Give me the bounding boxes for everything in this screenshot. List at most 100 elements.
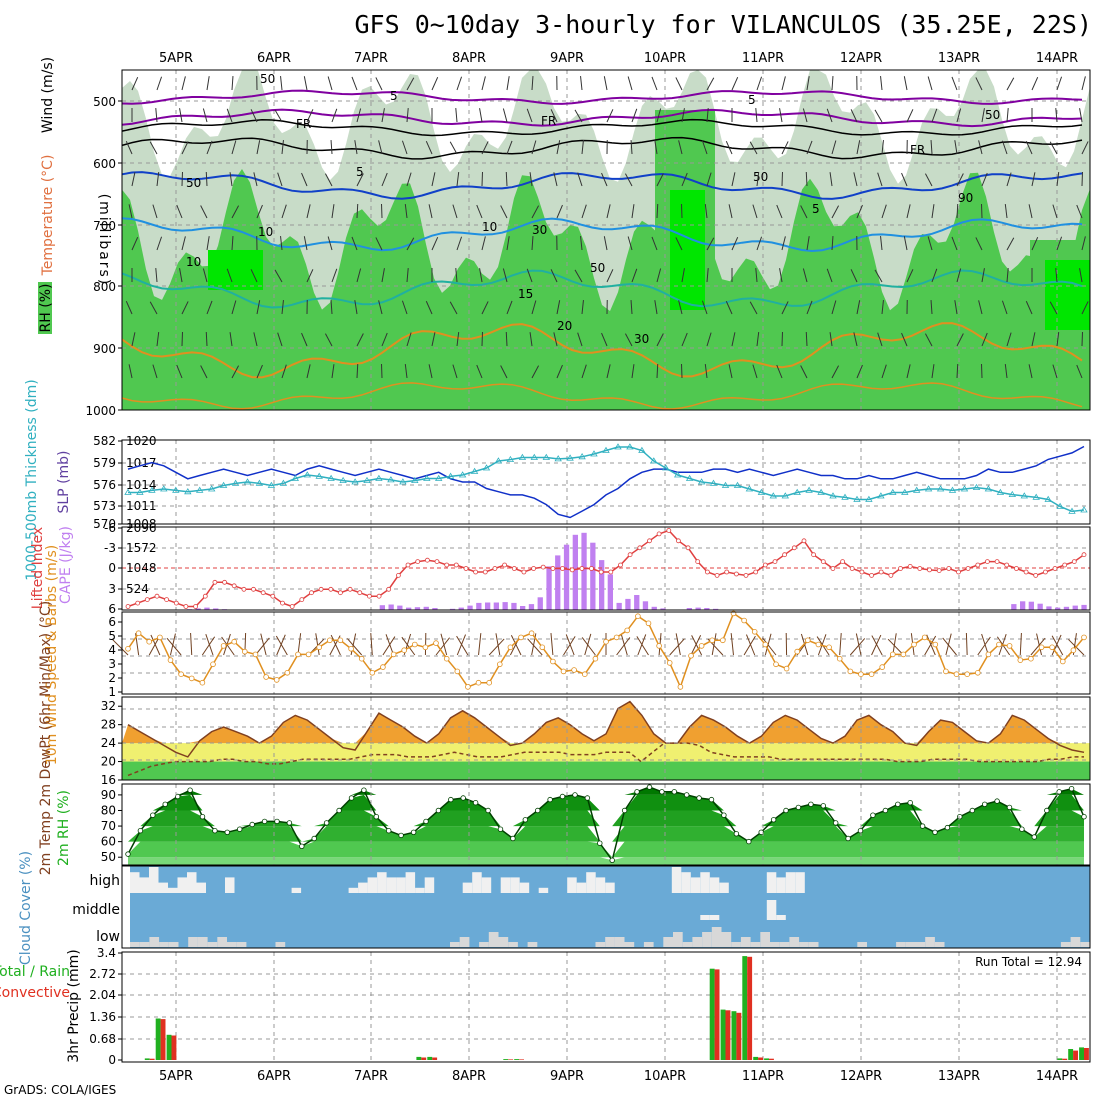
cloud-bar-high: [358, 882, 368, 893]
thickness-series-point: [363, 476, 371, 483]
y-tick-label: 24: [101, 736, 116, 750]
cape-bar: [651, 606, 657, 610]
contour-label: 20: [557, 319, 572, 333]
left-tick-label: 576: [93, 478, 116, 492]
wind-barb: [756, 332, 760, 347]
rh2m-series-point: [485, 807, 491, 814]
wind-speed-series-point: [826, 644, 832, 651]
cloud-bar-high: [766, 872, 777, 893]
right-tick-label: 1014: [126, 478, 157, 492]
rh2m-series-point: [882, 807, 889, 814]
left-tick-label: 579: [93, 456, 116, 470]
cloud-bar-high: [795, 872, 805, 893]
upper-air-panel: 5 5 FR FR FR 5 5 10 10 15 20 10 30 50 50 50 90 50 30 50 500 6…: [38, 57, 1090, 418]
cloud-bar-middle: [700, 915, 710, 920]
wind-barb: [156, 332, 160, 347]
cape-bar: [485, 602, 491, 610]
wind-barb: [202, 108, 208, 123]
rh2m-frame: [121, 783, 1091, 866]
lifted-index-series-point: [666, 528, 672, 533]
cloud-bar-high: [415, 887, 425, 893]
cape-bar: [1081, 604, 1087, 610]
rh2m-series-point: [410, 829, 417, 835]
cloud-bar-low: [139, 942, 150, 947]
wind-barb: [181, 236, 186, 251]
thickness-series-point: [1068, 507, 1076, 514]
cloud-bar-high: [396, 877, 406, 893]
lifted-index-series-point: [598, 569, 604, 575]
cloud-bar-low: [149, 937, 160, 947]
cloud-bar-middle: [709, 915, 720, 920]
cloud-bar-low: [663, 937, 673, 947]
wind-speed-series-point: [242, 648, 248, 655]
wind-barb: [746, 634, 756, 656]
rh2m-series-point: [1006, 804, 1013, 811]
wind-barb: [527, 638, 543, 656]
thickness-series-point: [984, 485, 993, 492]
precip-total-bar: [742, 956, 748, 1060]
wind-barb: [166, 637, 182, 656]
cloud-bar-high: [386, 877, 397, 893]
y-tick-label: 16: [101, 773, 116, 787]
cloud-bar-high: [405, 872, 416, 893]
wind-barb: [881, 364, 887, 379]
wind-barb: [965, 632, 968, 656]
wind-barb: [731, 237, 739, 251]
wind-barb: [1052, 364, 1058, 379]
rh2m-series-point: [150, 812, 156, 818]
wind-speed-series-point: [581, 671, 588, 677]
rh2m-series-point: [1068, 786, 1075, 792]
wind-barb: [500, 365, 508, 379]
wind-barb: [231, 365, 240, 379]
rh2m-series-point: [187, 787, 193, 793]
wind-barb: [206, 236, 210, 251]
wind-speed-series-point: [571, 667, 577, 673]
wind-barb: [149, 301, 158, 315]
wind-barb: [481, 236, 486, 251]
cape-bar: [511, 602, 517, 610]
wind-barb: [656, 333, 664, 347]
wind-barb: [502, 268, 508, 283]
wind-barb: [1006, 268, 1009, 283]
rh2m-series-point: [783, 807, 789, 814]
wind-barb: [945, 633, 952, 656]
rh2m-series-point: [746, 838, 752, 845]
wind-barb: [691, 635, 703, 656]
cloud-background: [130, 866, 1090, 948]
wind-speed-series-point: [794, 648, 800, 655]
wind-barb: [850, 109, 858, 123]
cloud-bar-low: [789, 937, 800, 947]
wind-barb: [624, 333, 633, 347]
lifted-index-series-point: [386, 586, 392, 592]
left-tick-label: 582: [93, 434, 116, 448]
wind-barb: [200, 205, 208, 219]
wind-barb: [574, 109, 583, 123]
right-tick-label: 1011: [126, 499, 157, 513]
wind-barb: [975, 237, 983, 251]
rh2m-series-point: [547, 796, 553, 803]
wind-barb: [1079, 268, 1083, 283]
lifted-index-series-point: [608, 569, 614, 575]
date-label-bottom: 11APR: [742, 1069, 784, 1084]
lifted-index-series-point: [1081, 552, 1087, 558]
precip-convective-bar: [714, 969, 720, 1060]
rh2m-series-point: [435, 807, 442, 814]
y-axis-label: 10m Wind Speed & Barbs (m/s): [44, 545, 60, 765]
lifted-index-series-point: [193, 604, 199, 609]
contour-label: 50: [260, 72, 275, 86]
wind-barb: [476, 364, 483, 379]
wind-barb: [802, 268, 808, 283]
wind-barb: [425, 301, 433, 315]
wind-barb: [603, 76, 608, 91]
wind-barb: [277, 332, 283, 347]
thickness-series-point: [434, 474, 443, 481]
y-tick-label: 32: [101, 699, 116, 713]
y-tick-label: 28: [101, 718, 116, 732]
wind-barb: [730, 633, 734, 656]
cloud-bar-low: [459, 937, 470, 947]
wind-speed-series-point: [454, 668, 461, 675]
cloud-bar-low: [275, 942, 286, 947]
y-axis-label: Cloud Cover (%): [18, 851, 34, 965]
wind-barb: [1081, 301, 1089, 315]
cape-bar: [581, 532, 587, 610]
